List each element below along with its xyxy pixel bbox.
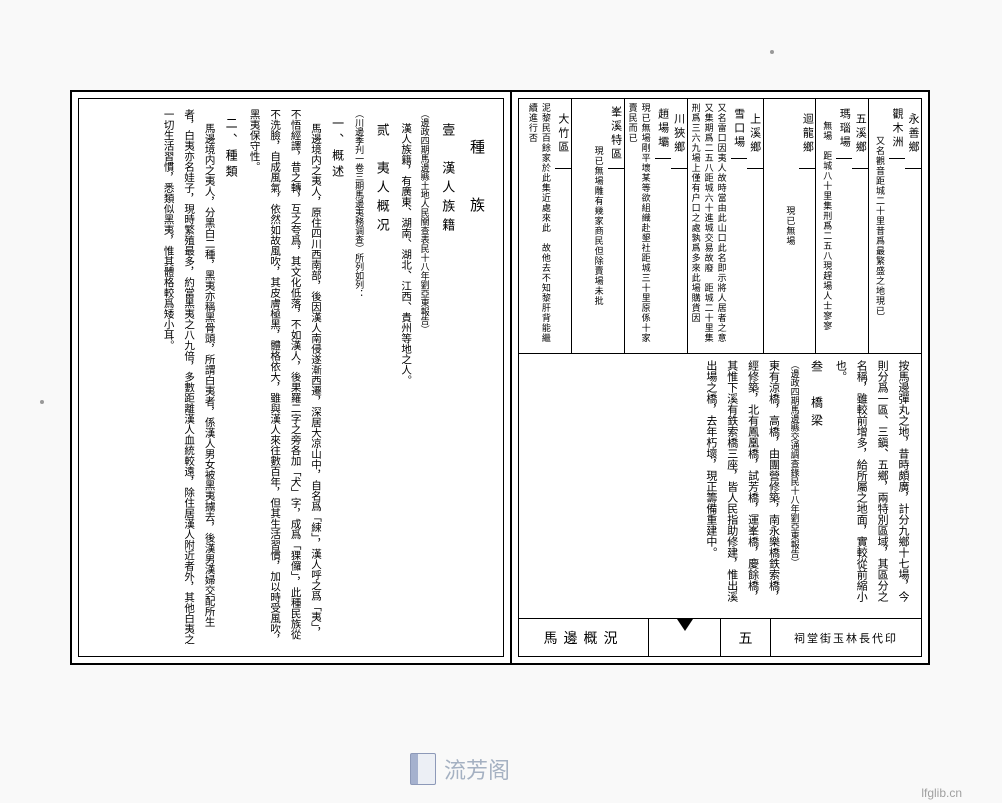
heading-yi-overview: 贰 夷人概况 [368, 109, 395, 646]
market-name: 趙場壩 [655, 99, 671, 159]
township-note: 現已無場雕有幾家商民但除賣場未批 [572, 99, 608, 353]
para-district: 按馬邊彈丸之地，昔時頗廣，計分九鄉十七場，今則分爲一區、三鎭、五鄉，兩特別區域，… [829, 360, 913, 612]
item2-label: 二、種類 [219, 109, 244, 646]
township-note: 又名雷口因夷人故時當由此山口此名即示將人居者之意又集期爲二五八距城六十進城交易故… [688, 99, 731, 353]
watermark-url: lfglib.cn [921, 786, 962, 800]
township-name: 川狹鄉 [671, 99, 687, 169]
footer-printer: 祠堂街玉林長代印 [771, 619, 921, 656]
township-name: 上溪鄉 [747, 99, 763, 169]
market-name: 瑪瑙場 [836, 99, 852, 159]
ref-han: （邊政四期馬邊縣土地人民關查表民十八年劉亞東報告） [415, 109, 433, 646]
para-han: 漢人族籍，有廣東、湖南、湖北、江西、貴州等地之人。 [395, 109, 415, 646]
item2-text: 馬邊境内之夷人，分黑白二種，黑夷亦稱黑骨頭，所謂白夷者，係漢人男女被黑夷擄去，後… [157, 109, 218, 646]
left-page-body: 種 族 壹 漢人族籍 （邊政四期馬邊縣土地人民關查表民十八年劉亞東報告） 漢人族… [79, 99, 503, 656]
footer-divider [649, 619, 721, 656]
heading-species: 種 族 [460, 109, 491, 646]
table-row: 峯溪特區現已無場雕有幾家商民但除賣場未批 [571, 99, 624, 353]
watermark-site-name: 流芳阁 [444, 753, 510, 785]
township-note: 無場 距城八十里集刑爲二五八現趕場人士寥寥 [816, 99, 836, 353]
township-table: 永善鄉觀木洲又名觀音距城二十里昔爲最繁盛之地現已五溪鄉瑪瑙場無場 距城八十里集刑… [519, 99, 921, 354]
market-name: 雪口場 [731, 99, 747, 159]
township-note: 現已無場剛平壞某等欲組織赴墾社距城三十里原係十家賣民而已 [625, 99, 655, 353]
right-page: 永善鄉觀木洲又名觀音距城二十里昔爲最繁盛之地現已五溪鄉瑪瑙場無場 距城八十里集刑… [510, 90, 930, 665]
heading-han-origins: 壹 漢人族籍 [434, 109, 461, 646]
table-row: 五溪鄉瑪瑙場無場 距城八十里集刑爲二五八現趕場人士寥寥 [815, 99, 868, 353]
table-row: 川狹鄉趙場壩現已無場剛平壞某等欲組織赴墾社距城三十里原係十家賣民而已 [624, 99, 687, 353]
para-bridges: 東有涼橋，高橋，由團營修築，南永樂橋鉄索橋，經修築，北有鳳凰橋，試芳橋，運峯橋，… [700, 360, 784, 612]
township-name: 迴龍鄉 [799, 99, 815, 169]
right-page-body: 按馬邊彈丸之地，昔時頗廣，計分九鄉十七場，今則分爲一區、三鎭、五鄉，兩特別區域，… [519, 354, 921, 618]
page-footer: 馬邊概況 五 祠堂街玉林長代印 [519, 618, 921, 656]
heading-bridges: 叁 橋梁 [805, 360, 828, 612]
speck [40, 400, 44, 404]
township-name: 永善鄉 [905, 99, 921, 169]
township-note: 現已無場 [764, 99, 800, 353]
right-page-inner: 永善鄉觀木洲又名觀音距城二十里昔爲最繁盛之地現已五溪鄉瑪瑙場無場 距城八十里集刑… [518, 98, 922, 657]
township-note: 又名觀音距城二十里昔爲最繁盛之地現已 [869, 99, 889, 353]
watermark: 流芳阁 [410, 753, 510, 785]
ref-bridges: （邊政四期馬邊縣交通調查錄民十八年劉亞東報告） [786, 360, 803, 612]
township-name: 五溪鄉 [852, 99, 868, 169]
township-name: 大竹區 [555, 99, 571, 169]
item1-text: 馬邊境内之夷人，原住四川西南部，後因漢人南侵遂漸西遷，深居大凉山中，自名爲「綀」… [243, 109, 325, 646]
table-row: 迴龍鄉現已無場 [763, 99, 816, 353]
item1-label: 一、概述 [325, 109, 350, 646]
table-row: 上溪鄉雪口場又名雷口因夷人故時當由此山口此名即示將人居者之意又集期爲二五八距城六… [687, 99, 763, 353]
township-name: 峯溪特區 [608, 99, 624, 169]
table-row: 大竹區泥黎民百餘家於此集近處來此 故他去不知黎肝背能繼續進行否 [519, 99, 571, 353]
township-note: 泥黎民百餘家於此集近處來此 故他去不知黎肝背能繼續進行否 [519, 99, 555, 353]
left-page: 種 族 壹 漢人族籍 （邊政四期馬邊縣土地人民關查表民十八年劉亞東報告） 漢人族… [70, 90, 510, 665]
footer-title: 馬邊概況 [519, 619, 649, 656]
ref-yi: （川邊季刋一卷三期馬邊夷務调查）所列如列： [350, 109, 368, 646]
page-spread: 種 族 壹 漢人族籍 （邊政四期馬邊縣土地人民關查表民十八年劉亞東報告） 漢人族… [70, 90, 932, 665]
book-icon [410, 753, 436, 785]
market-name: 觀木洲 [889, 99, 905, 159]
speck [770, 50, 774, 54]
left-page-inner: 種 族 壹 漢人族籍 （邊政四期馬邊縣土地人民關查表民十八年劉亞東報告） 漢人族… [78, 98, 504, 657]
table-row: 永善鄉觀木洲又名觀音距城二十里昔爲最繁盛之地現已 [868, 99, 921, 353]
footer-page-number: 五 [721, 619, 771, 656]
